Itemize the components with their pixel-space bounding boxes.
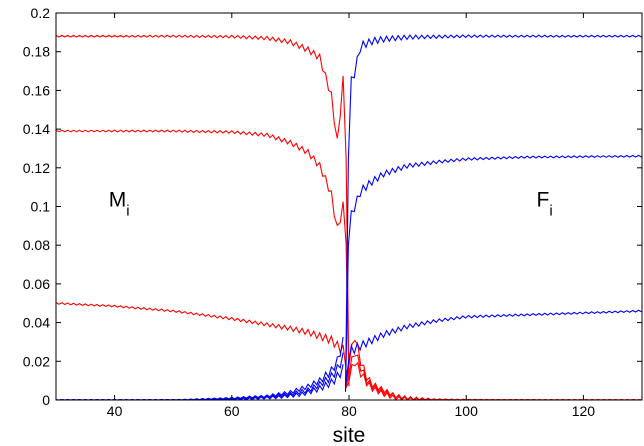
x-tick-label: 100	[455, 403, 479, 419]
y-tick-label: 0.1	[31, 199, 51, 215]
x-tick-label: 80	[341, 403, 357, 419]
x-tick-label: 60	[224, 403, 240, 419]
y-tick-label: 0.04	[23, 315, 50, 331]
series-line-7	[344, 34, 642, 392]
series-line-8	[344, 154, 642, 392]
plot-frame	[55, 12, 643, 401]
x-tick-label: 40	[107, 403, 123, 419]
series-line-2	[55, 129, 350, 387]
series-line-1	[55, 34, 350, 387]
annotation-main: M	[109, 189, 127, 212]
ticks-layer: 40 60 80 100 120 0 0.02 0.04 0.06 0.08 0.1 0.12 0.14…	[23, 5, 642, 419]
annotation-label: Fi	[537, 189, 553, 220]
annotation-label: Mi	[109, 189, 130, 220]
x-axis-label: site	[333, 424, 366, 446]
annotation-subscript: i	[549, 203, 552, 220]
y-tick-label: 0	[42, 392, 50, 408]
y-tick-label: 0.2	[31, 5, 51, 21]
y-tick-label: 0.16	[23, 82, 50, 98]
y-tick-label: 0.08	[23, 237, 50, 253]
y-tick-label: 0.02	[23, 353, 50, 369]
y-tick-label: 0.14	[23, 121, 50, 137]
annotation-main: F	[537, 189, 550, 212]
annotation-subscript: i	[126, 203, 129, 220]
y-tick-label: 0.18	[23, 44, 50, 60]
y-tick-label: 0.12	[23, 160, 50, 176]
series-line-3	[55, 302, 350, 377]
series-line-9	[344, 309, 642, 386]
annotations-layer: Mi Fi	[109, 189, 553, 220]
x-tick-label: 120	[572, 403, 596, 419]
y-tick-label: 0.06	[23, 276, 50, 292]
